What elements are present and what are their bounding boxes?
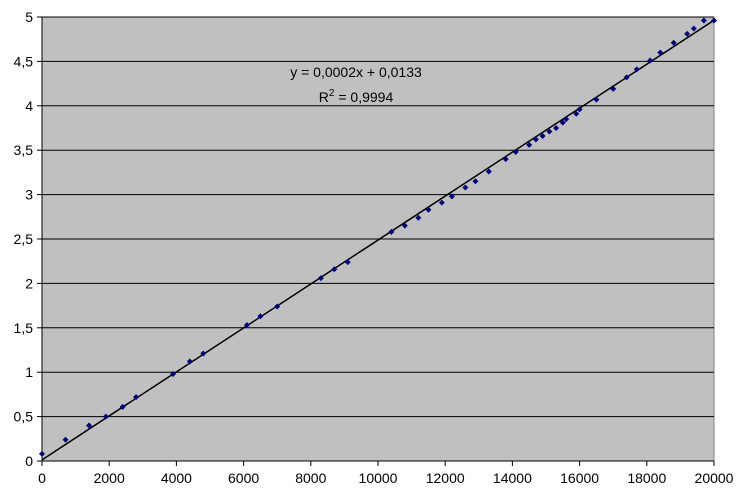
data-point <box>331 266 338 273</box>
data-point <box>670 39 677 46</box>
y-tick-label: 5 <box>25 9 33 25</box>
data-point <box>62 436 69 443</box>
x-tick-label: 16000 <box>560 470 599 486</box>
data-point <box>559 119 566 126</box>
x-tick-label: 20000 <box>695 470 734 486</box>
data-point <box>690 25 697 32</box>
y-tick-label: 1,5 <box>14 320 34 336</box>
data-point <box>200 350 207 357</box>
r-squared-r: R <box>319 89 329 105</box>
data-point <box>526 141 533 148</box>
y-tick-label: 3 <box>25 187 33 203</box>
data-point <box>257 313 264 320</box>
data-point <box>532 136 539 143</box>
y-tick-label: 3,5 <box>14 142 34 158</box>
data-point <box>657 49 664 56</box>
data-point <box>610 85 617 92</box>
data-point <box>438 199 445 206</box>
r-squared-label: R2 = 0,9994 <box>319 88 394 105</box>
data-point <box>86 422 93 429</box>
r-squared-superscript: 2 <box>329 88 335 99</box>
trendline-equation: y = 0,0002x + 0,0133 <box>290 64 422 80</box>
data-points <box>39 17 717 457</box>
data-point <box>546 128 553 135</box>
data-point <box>563 116 570 123</box>
data-point <box>243 322 250 329</box>
data-point <box>119 403 126 410</box>
data-point <box>472 178 479 185</box>
y-tick-label: 4 <box>25 98 33 114</box>
data-point <box>539 132 546 139</box>
x-tick-label: 10000 <box>359 470 398 486</box>
data-point <box>502 156 509 163</box>
data-point <box>170 370 177 377</box>
data-point <box>485 168 492 175</box>
data-point <box>462 184 469 191</box>
y-tick-label: 0,5 <box>14 409 34 425</box>
data-point <box>623 74 630 81</box>
y-tick-label: 1 <box>25 364 33 380</box>
data-point <box>401 222 408 229</box>
data-point <box>684 30 691 37</box>
data-point <box>415 214 422 221</box>
data-point <box>553 125 560 131</box>
x-tick-label: 14000 <box>493 470 532 486</box>
y-tick-label: 2 <box>25 275 33 291</box>
x-axis-ticks: 0 2000 4000 6000 8000 10000 12000 14000 16000 180… <box>38 461 734 486</box>
data-point <box>186 358 193 365</box>
y-axis-ticks: 0 0,5 1 1,5 2 2,5 3 3,5 4 4,5 5 <box>14 9 42 469</box>
data-point <box>647 57 654 64</box>
data-point <box>102 413 109 420</box>
trendline <box>41 19 715 461</box>
gridlines <box>42 16 714 418</box>
x-tick-label: 4000 <box>161 470 192 486</box>
x-tick-label: 2000 <box>94 470 125 486</box>
data-point <box>711 17 717 24</box>
y-tick-label: 2,5 <box>14 231 34 247</box>
data-point <box>344 259 351 266</box>
x-tick-label: 0 <box>38 470 46 486</box>
data-point <box>425 206 432 213</box>
x-tick-label: 18000 <box>627 470 666 486</box>
data-point <box>633 66 640 73</box>
data-point <box>593 96 600 103</box>
data-point <box>133 394 140 401</box>
x-tick-label: 8000 <box>295 470 326 486</box>
data-point <box>317 275 324 282</box>
data-point <box>448 193 455 200</box>
x-tick-label: 12000 <box>426 470 465 486</box>
data-point <box>700 17 707 24</box>
x-tick-label: 6000 <box>228 470 259 486</box>
r-squared-value: = 0,9994 <box>334 89 393 105</box>
data-point <box>274 303 281 310</box>
data-point <box>39 450 45 457</box>
data-point <box>388 228 395 235</box>
data-point <box>512 148 519 155</box>
data-point <box>576 106 583 113</box>
y-tick-label: 4,5 <box>14 53 34 69</box>
data-point <box>573 110 580 117</box>
y-tick-label: 0 <box>25 453 33 469</box>
